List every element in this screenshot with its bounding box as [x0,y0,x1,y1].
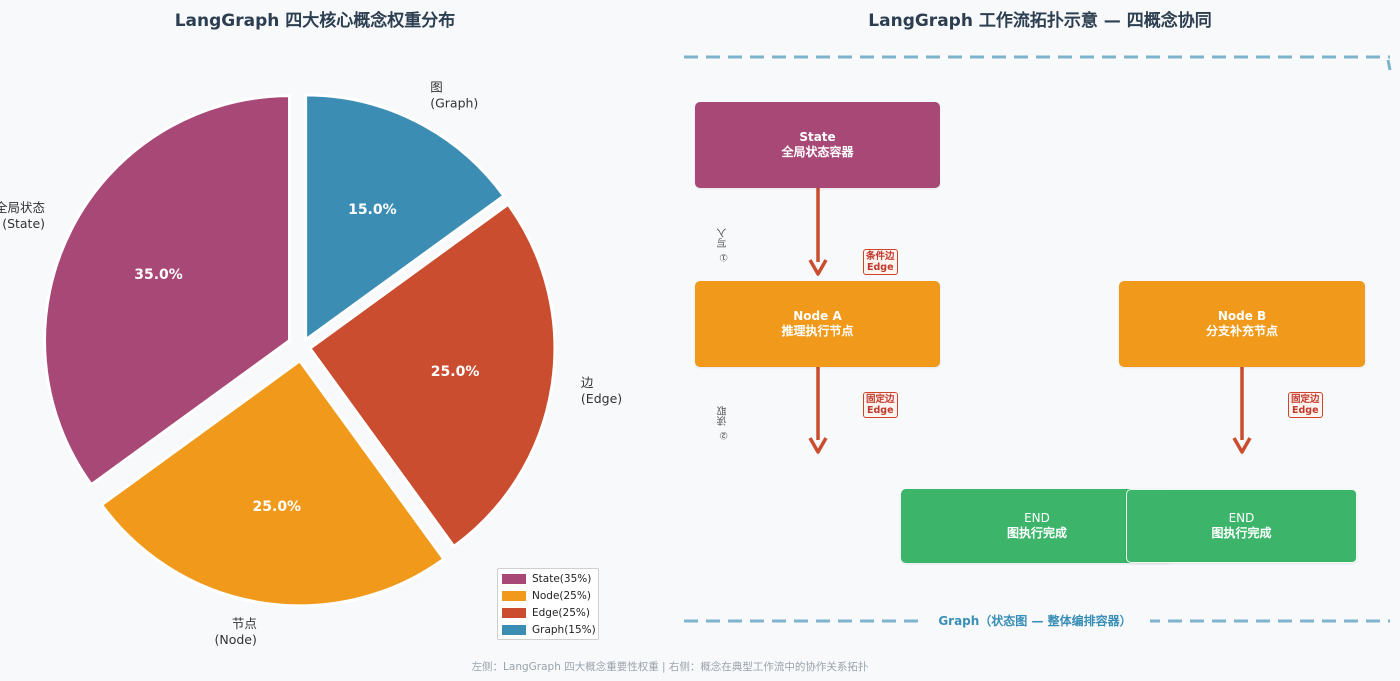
end-2-title: END [1228,511,1255,525]
legend-entry-3: Graph(15%) [502,623,596,637]
legend-entry-0: State(35%) [502,572,591,586]
node-b-box: Node B 分支补充节点 [1119,281,1365,367]
arrow-node-b-to-end [1232,362,1252,454]
end-1-subtitle: 图执行完成 [1006,526,1067,540]
pie-chart-title: LangGraph 四大核心概念权重分布 [174,11,456,31]
graph-container-label: Graph（状态图 — 整体编排容器） [920,612,1150,629]
pie-chart: 15.0% 图(Graph) 25.0% 边(Edge) 25.0% 节点(Node) 35… [0,79,622,647]
pie-slice-3 [43,94,292,487]
edge-tag-fixed-a: 固定边 Edge [863,392,898,418]
graph-border-corner [1386,59,1392,71]
note-read: ② 读取 [718,406,729,441]
node-b-title: Node B [1217,309,1267,323]
legend-label-0: State(35%) [532,573,592,585]
end-1-title: END [1024,511,1050,525]
node-b-subtitle: 分支补充节点 [1205,324,1278,338]
note-write: ① 写入 [718,228,729,263]
node-a-box: Node A 推理执行节点 [695,281,940,367]
legend-swatch-1 [502,591,526,601]
legend-label-2: Edge(25%) [532,607,590,619]
pie-legend: State(35%) Node(25%) Edge(25%) Graph(15%) [497,568,599,640]
legend-swatch-0 [502,574,526,584]
pie-pct-label-1: 25.0% [431,364,480,380]
pie-slice-1 [307,202,557,549]
legend-label-3: Graph(15%) [532,624,596,636]
legend-entry-2: Edge(25%) [502,606,590,620]
legend-swatch-3 [502,625,526,635]
state-box: State 全局状态容器 [695,102,940,188]
pie-category-label-2: 节点(Node) [214,616,256,647]
edge-tag-2-line2: Edge [866,405,894,416]
end-2-subtitle: 图执行完成 [1211,526,1272,540]
edge-tag-3-line2: Edge [1291,405,1319,416]
diagram-title: LangGraph 工作流拓扑示意 — 四概念协同 [868,11,1212,31]
pie-slice-2 [99,358,446,608]
end-box-2: END 图执行完成 [1126,489,1357,563]
arrow-state-to-node-a [808,188,828,276]
state-box-title: State [799,130,836,144]
legend-swatch-2 [502,608,526,618]
arrow-node-a-to-end [808,362,828,454]
pie-pct-label-3: 35.0% [134,267,183,283]
node-a-title: Node A [793,309,842,323]
pie-pct-label-2: 25.0% [253,499,302,515]
pie-category-label-0: 图(Graph) [430,79,478,110]
pie-category-label-1: 边(Edge) [581,375,622,406]
edge-tag-fixed-b: 固定边 Edge [1288,392,1323,418]
pie-category-label-3: 全局状态(State) [0,200,45,231]
edge-tag-1-line2: Edge [866,262,894,273]
edge-tag-conditional: 条件边 Edge [863,249,898,275]
pie-slice-0 [304,93,506,343]
footer-caption: 左侧：LangGraph 四大概念重要性权重 | 右侧：概念在典型工作流中的协作… [471,661,869,673]
edge-tag-3-line1: 固定边 [1291,394,1320,405]
legend-label-1: Node(25%) [532,590,591,602]
state-box-subtitle: 全局状态容器 [781,145,854,159]
node-a-subtitle: 推理执行节点 [781,324,854,338]
legend-entry-1: Node(25%) [502,589,591,603]
edge-tag-1-line1: 条件边 [866,251,895,262]
edge-tag-2-line1: 固定边 [866,394,895,405]
pie-pct-label-0: 15.0% [348,202,397,218]
